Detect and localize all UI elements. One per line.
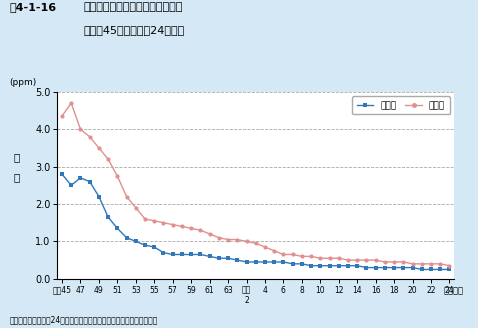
自排局: [428, 262, 434, 266]
一般局: [345, 264, 351, 268]
自排局: [326, 256, 332, 260]
自排局: [142, 217, 148, 221]
一般局: [382, 266, 388, 270]
自排局: [437, 262, 443, 266]
自排局: [299, 255, 305, 258]
自排局: [161, 221, 166, 225]
一般局: [59, 172, 65, 176]
自排局: [225, 237, 231, 241]
一般局: [225, 256, 231, 260]
一般局: [401, 266, 406, 270]
Text: 図4-1-16: 図4-1-16: [10, 2, 57, 11]
自排局: [410, 262, 415, 266]
自排局: [68, 101, 74, 105]
Text: 一酸化炭素濃度の年平均値の推移: 一酸化炭素濃度の年平均値の推移: [84, 2, 183, 11]
一般局: [142, 243, 148, 247]
一般局: [437, 268, 443, 272]
一般局: [428, 268, 434, 272]
自排局: [446, 264, 452, 268]
Text: 濃: 濃: [13, 153, 20, 162]
自排局: [197, 228, 203, 232]
自排局: [401, 260, 406, 264]
自排局: [244, 239, 250, 243]
自排局: [77, 127, 83, 131]
一般局: [419, 268, 424, 272]
一般局: [244, 260, 250, 264]
自排局: [152, 219, 157, 223]
一般局: [68, 183, 74, 187]
一般局: [152, 245, 157, 249]
自排局: [234, 237, 240, 241]
一般局: [96, 195, 102, 198]
一般局: [272, 260, 277, 264]
自排局: [170, 223, 175, 227]
自排局: [179, 224, 185, 228]
一般局: [197, 253, 203, 256]
一般局: [206, 255, 212, 258]
自排局: [96, 146, 102, 150]
一般局: [317, 264, 323, 268]
自排局: [216, 236, 222, 240]
自排局: [124, 195, 130, 198]
一般局: [253, 260, 259, 264]
自排局: [281, 253, 286, 256]
一般局: [234, 258, 240, 262]
一般局: [281, 260, 286, 264]
一般局: [87, 180, 93, 184]
一般局: [308, 264, 314, 268]
一般局: [188, 253, 194, 256]
自排局: [373, 258, 379, 262]
Text: 度: 度: [13, 172, 20, 182]
一般局: [326, 264, 332, 268]
Line: 自排局: 自排局: [60, 101, 452, 268]
Text: 資料：環境省「平成24年度大気汚染状況について（報道発表資料）」: 資料：環境省「平成24年度大気汚染状況について（報道発表資料）」: [10, 316, 158, 325]
自排局: [290, 253, 295, 256]
一般局: [133, 239, 139, 243]
自排局: [364, 258, 369, 262]
自排局: [105, 157, 111, 161]
自排局: [419, 262, 424, 266]
一般局: [77, 176, 83, 180]
一般局: [161, 251, 166, 255]
自排局: [87, 135, 93, 139]
一般局: [354, 264, 360, 268]
一般局: [179, 253, 185, 256]
一般局: [336, 264, 342, 268]
自排局: [382, 260, 388, 264]
自排局: [59, 114, 65, 118]
一般局: [373, 266, 379, 270]
自排局: [272, 249, 277, 253]
一般局: [364, 266, 369, 270]
自排局: [262, 245, 268, 249]
Text: （年度）: （年度）: [444, 286, 464, 295]
一般局: [299, 262, 305, 266]
Line: 一般局: 一般局: [60, 172, 452, 272]
一般局: [410, 266, 415, 270]
Text: （昭和45年度〜平成24年度）: （昭和45年度〜平成24年度）: [84, 25, 185, 34]
自排局: [133, 206, 139, 210]
自排局: [308, 255, 314, 258]
自排局: [253, 241, 259, 245]
自排局: [391, 260, 397, 264]
一般局: [391, 266, 397, 270]
一般局: [124, 236, 130, 240]
自排局: [345, 258, 351, 262]
自排局: [188, 226, 194, 230]
自排局: [354, 258, 360, 262]
Text: (ppm): (ppm): [10, 78, 37, 87]
自排局: [114, 174, 120, 178]
一般局: [105, 215, 111, 219]
Legend: 一般局, 自排局: 一般局, 自排局: [352, 96, 450, 114]
自排局: [336, 256, 342, 260]
一般局: [170, 253, 175, 256]
一般局: [290, 262, 295, 266]
自排局: [206, 232, 212, 236]
自排局: [317, 256, 323, 260]
一般局: [446, 268, 452, 272]
一般局: [216, 256, 222, 260]
一般局: [114, 226, 120, 230]
一般局: [262, 260, 268, 264]
